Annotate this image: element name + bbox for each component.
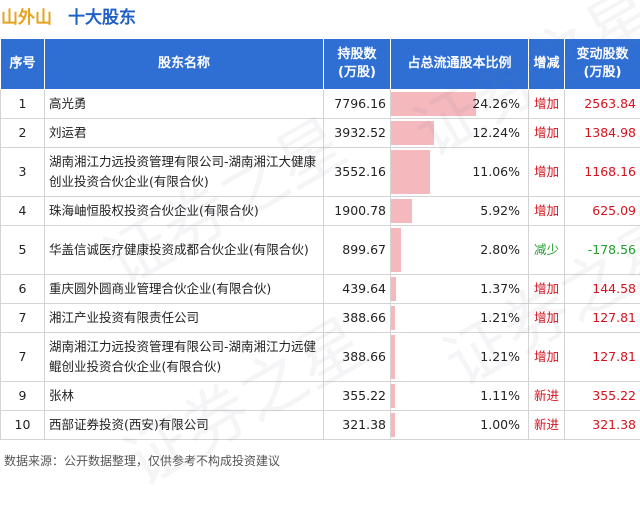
change-amount: 355.22	[565, 382, 640, 411]
shareholder-name: 湖南湘江力远投资管理有限公司-湖南湘江力远健鲲创业投资合伙企业(有限合伙)	[45, 333, 324, 382]
change-amount: 127.81	[565, 333, 640, 382]
column-header-change-amount: 变动股数 (万股)	[565, 39, 640, 90]
row-index: 9	[1, 382, 45, 411]
change-amount: 2563.84	[565, 90, 640, 119]
change-type: 增加	[529, 197, 565, 226]
change-type: 增加	[529, 148, 565, 197]
page-title: 十大股东	[68, 3, 136, 28]
shares-held: 899.67	[324, 226, 391, 275]
row-index: 1	[1, 90, 45, 119]
shareholder-name: 珠海岫恒股权投资合伙企业(有限合伙)	[45, 197, 324, 226]
shareholder-name: 刘运君	[45, 119, 324, 148]
shareholder-name: 湖南湘江力远投资管理有限公司-湖南湘江大健康创业投资合伙企业(有限合伙)	[45, 148, 324, 197]
shareholder-name: 高光勇	[45, 90, 324, 119]
change-type: 新进	[529, 411, 565, 440]
column-header-shares: 持股数 (万股)	[324, 39, 391, 90]
column-header-idx: 序号	[1, 39, 45, 90]
float-ratio-cell: 12.24%	[391, 119, 529, 148]
shareholder-name: 西部证券投资(西安)有限公司	[45, 411, 324, 440]
change-amount: 1384.98	[565, 119, 640, 148]
row-index: 10	[1, 411, 45, 440]
change-type: 增加	[529, 275, 565, 304]
change-amount: 321.38	[565, 411, 640, 440]
shareholder-name: 华盖信诚医疗健康投资成都合伙企业(有限合伙)	[45, 226, 324, 275]
float-ratio-cell: 5.92%	[391, 197, 529, 226]
row-index: 7	[1, 333, 45, 382]
shareholders-table: 序号 股东名称 持股数 (万股) 占总流通股本比例 增减 变动股数 (万股) 1…	[0, 38, 640, 440]
change-type: 增加	[529, 119, 565, 148]
float-ratio-cell: 11.06%	[391, 148, 529, 197]
change-type: 增加	[529, 304, 565, 333]
change-type: 增加	[529, 90, 565, 119]
row-index: 4	[1, 197, 45, 226]
float-ratio-cell: 24.26%	[391, 90, 529, 119]
shareholder-name: 湘江产业投资有限责任公司	[45, 304, 324, 333]
shares-held: 439.64	[324, 275, 391, 304]
float-ratio-cell: 1.00%	[391, 411, 529, 440]
change-type: 减少	[529, 226, 565, 275]
row-index: 5	[1, 226, 45, 275]
change-amount: 144.58	[565, 275, 640, 304]
shares-held: 3552.16	[324, 148, 391, 197]
row-index: 3	[1, 148, 45, 197]
shareholder-name: 重庆圆外圆商业管理合伙企业(有限合伙)	[45, 275, 324, 304]
float-ratio-cell: 1.37%	[391, 275, 529, 304]
row-index: 6	[1, 275, 45, 304]
shares-held: 388.66	[324, 333, 391, 382]
change-type: 新进	[529, 382, 565, 411]
float-ratio-cell: 2.80%	[391, 226, 529, 275]
ratio-label: 1.21%	[395, 308, 524, 328]
shares-held: 1900.78	[324, 197, 391, 226]
ratio-label: 2.80%	[395, 240, 524, 260]
table-header-row: 序号 股东名称 持股数 (万股) 占总流通股本比例 增减 变动股数 (万股)	[1, 39, 640, 90]
change-amount: 1168.16	[565, 148, 640, 197]
shares-held: 355.22	[324, 382, 391, 411]
change-amount: 127.81	[565, 304, 640, 333]
ratio-label: 1.00%	[395, 415, 524, 435]
ratio-label: 1.37%	[395, 279, 524, 299]
data-source-note: 数据来源：公开数据整理，仅供参考不构成投资建议	[4, 452, 280, 469]
shares-held: 321.38	[324, 411, 391, 440]
ratio-label: 12.24%	[395, 123, 524, 143]
float-ratio-cell: 1.21%	[391, 333, 529, 382]
column-header-name: 股东名称	[45, 39, 324, 90]
ratio-label: 24.26%	[395, 94, 524, 114]
change-amount: -178.56	[565, 226, 640, 275]
ratio-label: 5.92%	[395, 201, 524, 221]
float-ratio-cell: 1.21%	[391, 304, 529, 333]
shares-held: 3932.52	[324, 119, 391, 148]
change-type: 增加	[529, 333, 565, 382]
shares-held: 388.66	[324, 304, 391, 333]
ratio-label: 1.21%	[395, 347, 524, 367]
company-name: 山外山	[1, 3, 52, 28]
float-ratio-cell: 1.11%	[391, 382, 529, 411]
row-index: 7	[1, 304, 45, 333]
ratio-label: 11.06%	[395, 162, 524, 182]
ratio-label: 1.11%	[395, 386, 524, 406]
column-header-ratio: 占总流通股本比例	[391, 39, 529, 90]
row-index: 2	[1, 119, 45, 148]
column-header-change-type: 增减	[529, 39, 565, 90]
ratio-bar	[391, 413, 395, 437]
shares-held: 7796.16	[324, 90, 391, 119]
title-bar: 山外山 十大股东	[0, 0, 640, 38]
change-amount: 625.09	[565, 197, 640, 226]
shareholder-name: 张林	[45, 382, 324, 411]
